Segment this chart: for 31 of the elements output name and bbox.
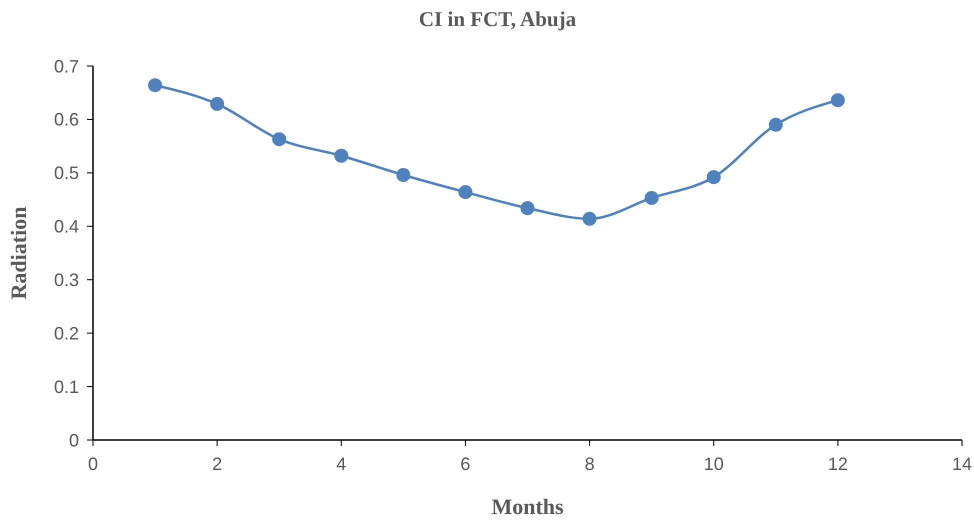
x-tick-label: 4 (336, 454, 346, 474)
point (210, 96, 224, 111)
x-tick-label: 12 (828, 454, 848, 474)
point (582, 212, 597, 226)
point (706, 170, 721, 184)
x-tick-label: 8 (584, 454, 595, 474)
x-tick-label: 10 (704, 454, 724, 474)
chart-title: CI in FCT, Abuja (418, 7, 577, 31)
y-tick-label: 0.5 (54, 163, 79, 184)
y-tick-label: 0.3 (54, 270, 79, 290)
y-tick-label: 0.6 (54, 110, 79, 130)
y-tick-label: 0.7 (54, 56, 79, 76)
point (768, 118, 783, 132)
point (396, 168, 410, 182)
y-tick-label: 0.1 (54, 376, 79, 397)
y-tick-label: 0.4 (54, 216, 79, 237)
x-tick-label: 14 (952, 454, 972, 474)
point (334, 148, 348, 163)
point (830, 93, 845, 108)
y-tick-label: 0.2 (54, 323, 79, 344)
x-axis-title: Months (491, 494, 564, 519)
x-tick-label: 2 (212, 454, 222, 474)
y-tick-label: 0 (68, 430, 79, 450)
point (458, 185, 472, 200)
point (272, 132, 286, 146)
x-tick-label: 0 (88, 454, 98, 474)
point (644, 190, 659, 205)
point (520, 201, 534, 216)
point (148, 78, 162, 92)
x-tick-label: 6 (460, 454, 470, 474)
y-axis-title: Radiation (6, 206, 31, 300)
